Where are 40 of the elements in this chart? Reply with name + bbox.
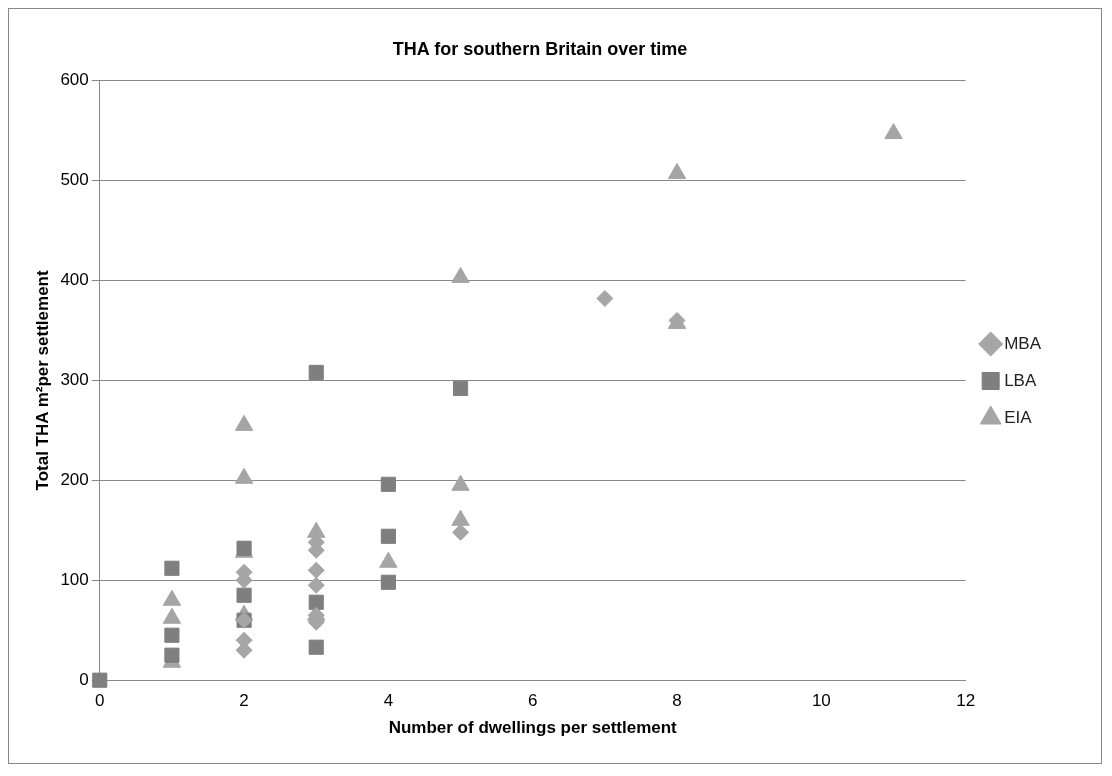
y-tick-label: 0 [79,669,89,689]
legend-label: MBA [1004,333,1042,353]
y-tick-label: 300 [60,370,89,390]
y-tick-label: 600 [60,70,89,90]
x-tick-label: 8 [672,691,682,711]
x-tick-label: 6 [527,691,538,711]
y-tick-label: 100 [60,569,89,589]
point [92,672,108,688]
point [380,528,396,544]
x-tick-label: 12 [956,691,976,711]
point [234,414,254,431]
point [308,639,324,655]
point [452,380,469,396]
point [307,561,325,579]
y-tick-label: 400 [60,270,89,290]
point [667,163,687,180]
point [451,266,470,283]
x-tick-label: 4 [383,691,394,711]
point [884,123,903,140]
x-tick-label: 10 [811,691,831,711]
point [164,560,180,576]
point [380,574,396,590]
legend-label: LBA [1004,370,1037,390]
point [236,587,252,603]
x-tick-label: 0 [95,691,105,711]
chart-title: THA for southern Britain over time [392,38,688,59]
point [307,576,325,594]
point [596,289,614,307]
point [380,476,396,492]
point [452,523,470,541]
legend-label: EIA [1004,407,1033,427]
point [164,647,180,663]
point [308,364,324,380]
x-tick-label: 2 [239,691,249,711]
y-tick-label: 200 [60,470,89,490]
point [164,627,180,643]
y-axis-title: Total THA m²per settlement [32,270,52,491]
y-tick-label: 500 [60,170,89,190]
x-axis-title: Number of dwellings per settlement [388,718,678,738]
point [308,594,324,610]
